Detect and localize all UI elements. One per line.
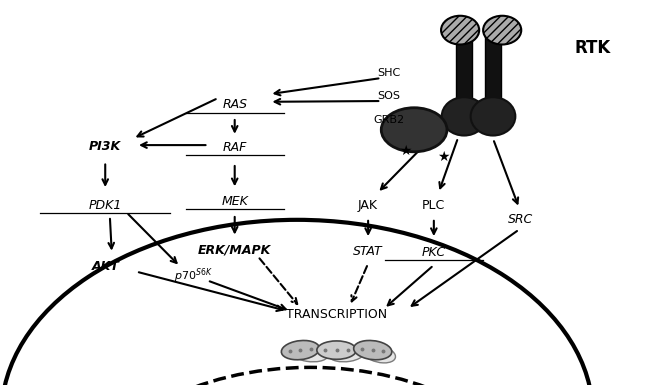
- Text: GRB2: GRB2: [374, 115, 405, 125]
- Text: PLC: PLC: [422, 199, 446, 212]
- Text: RAF: RAF: [222, 141, 247, 154]
- Text: $\mathit{p70}^{\mathit{S6K}}$: $\mathit{p70}^{\mathit{S6K}}$: [174, 266, 213, 285]
- Bar: [456, 26, 472, 109]
- Text: PDK1: PDK1: [88, 199, 122, 212]
- Text: PKC: PKC: [422, 246, 446, 259]
- Ellipse shape: [317, 341, 356, 359]
- Text: MEK: MEK: [221, 195, 248, 208]
- Text: RAS: RAS: [222, 98, 248, 111]
- Text: PI3K: PI3K: [89, 140, 121, 153]
- Text: JAK: JAK: [358, 199, 378, 212]
- Text: ★: ★: [399, 144, 412, 158]
- Text: STAT: STAT: [353, 245, 383, 258]
- Ellipse shape: [471, 97, 515, 135]
- Text: SRC: SRC: [508, 213, 533, 225]
- Text: ERK/MAPK: ERK/MAPK: [198, 243, 271, 256]
- Ellipse shape: [281, 340, 319, 360]
- Bar: [485, 26, 501, 109]
- Ellipse shape: [329, 346, 364, 362]
- Ellipse shape: [354, 340, 392, 360]
- Text: TRANSCRIPTION: TRANSCRIPTION: [286, 308, 387, 322]
- Text: RTK: RTK: [575, 39, 611, 57]
- Ellipse shape: [442, 97, 486, 135]
- Ellipse shape: [363, 345, 395, 363]
- Ellipse shape: [292, 346, 328, 362]
- Ellipse shape: [483, 16, 521, 44]
- Ellipse shape: [441, 16, 479, 44]
- Ellipse shape: [381, 108, 447, 152]
- Text: SOS: SOS: [378, 91, 401, 102]
- Text: SHC: SHC: [378, 68, 401, 78]
- Text: AKT: AKT: [91, 260, 119, 273]
- Text: ★: ★: [437, 151, 449, 164]
